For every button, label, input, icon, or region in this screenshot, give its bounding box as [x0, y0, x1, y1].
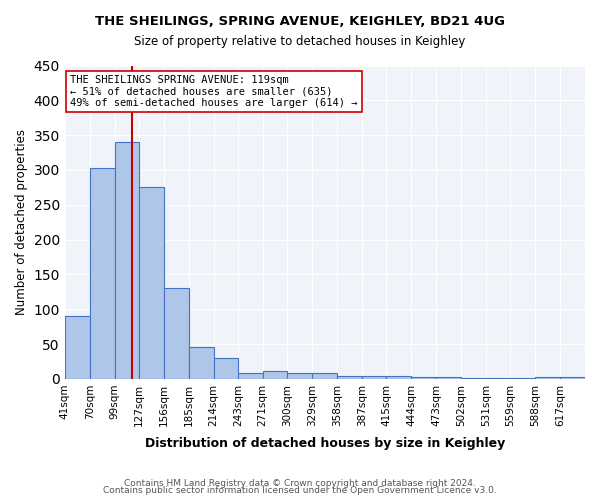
- Bar: [115, 142, 139, 379]
- Bar: [412, 377, 436, 379]
- Text: Contains HM Land Registry data © Crown copyright and database right 2024.: Contains HM Land Registry data © Crown c…: [124, 478, 476, 488]
- Bar: [65, 316, 90, 379]
- Bar: [337, 376, 362, 379]
- X-axis label: Distribution of detached houses by size in Keighley: Distribution of detached houses by size …: [145, 437, 505, 450]
- Bar: [90, 168, 115, 379]
- Bar: [560, 377, 585, 379]
- Bar: [164, 288, 188, 379]
- Bar: [139, 188, 164, 379]
- Bar: [238, 372, 263, 379]
- Bar: [313, 374, 337, 379]
- Bar: [362, 376, 386, 379]
- Bar: [287, 372, 313, 379]
- Bar: [510, 378, 535, 379]
- Bar: [214, 358, 238, 379]
- Y-axis label: Number of detached properties: Number of detached properties: [15, 129, 28, 315]
- Text: THE SHEILINGS SPRING AVENUE: 119sqm
← 51% of detached houses are smaller (635)
4: THE SHEILINGS SPRING AVENUE: 119sqm ← 51…: [70, 75, 358, 108]
- Bar: [188, 347, 214, 379]
- Text: Contains public sector information licensed under the Open Government Licence v3: Contains public sector information licen…: [103, 486, 497, 495]
- Bar: [461, 378, 486, 379]
- Bar: [436, 377, 461, 379]
- Bar: [486, 378, 510, 379]
- Text: Size of property relative to detached houses in Keighley: Size of property relative to detached ho…: [134, 35, 466, 48]
- Bar: [386, 376, 412, 379]
- Bar: [263, 371, 287, 379]
- Bar: [535, 377, 560, 379]
- Text: THE SHEILINGS, SPRING AVENUE, KEIGHLEY, BD21 4UG: THE SHEILINGS, SPRING AVENUE, KEIGHLEY, …: [95, 15, 505, 28]
